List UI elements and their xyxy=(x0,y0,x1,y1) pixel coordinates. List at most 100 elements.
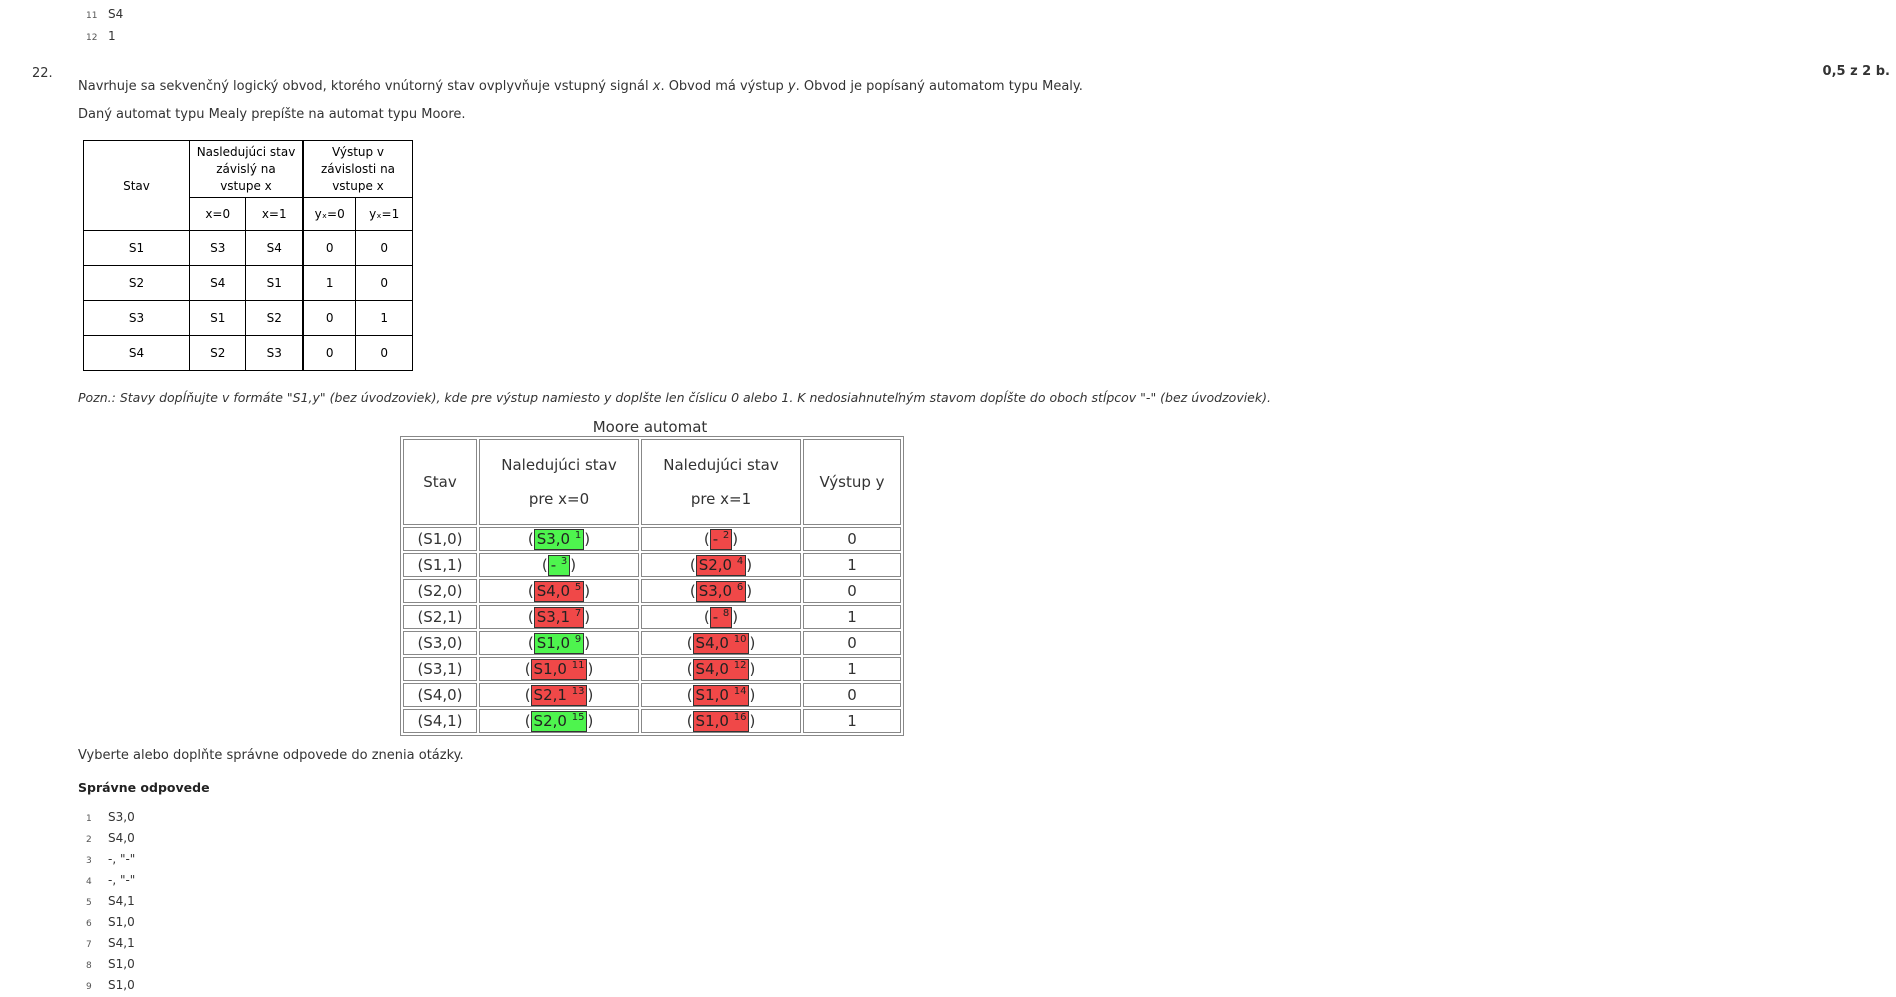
table-cell: S2 xyxy=(188,335,247,371)
answer-number: 9 xyxy=(86,982,92,992)
answer-field[interactable]: S1,0 14 xyxy=(692,685,750,706)
answer-field[interactable]: S1,0 9 xyxy=(533,633,585,654)
instruction-text: Vyberte alebo doplňte správne odpovede d… xyxy=(78,748,464,763)
table-cell: 1 xyxy=(355,300,413,336)
table-cell: S2 xyxy=(83,265,190,301)
answer-field[interactable]: S2,0 15 xyxy=(530,711,588,732)
answer-field[interactable]: - 3 xyxy=(547,555,571,576)
moore-state-cell: (S4,0) xyxy=(403,683,477,707)
moore-next-state-cell: (S2,0 15) xyxy=(479,709,639,733)
answer-field[interactable]: S2,1 13 xyxy=(530,685,588,706)
table-cell: 0 xyxy=(355,335,413,371)
answer-number: 7 xyxy=(86,940,92,950)
list-item: 1 S3,0 xyxy=(86,808,135,829)
question-text: Navrhuje sa sekvenčný logický obvod, kto… xyxy=(78,79,1083,94)
table-cell: S1 xyxy=(188,300,247,336)
moore-state-cell: (S2,1) xyxy=(403,605,477,629)
answer-index: 16 xyxy=(733,712,747,723)
moore-state-cell: (S2,0) xyxy=(403,579,477,603)
moore-next-state-cell: (S2,0 4) xyxy=(641,553,801,577)
moore-state-cell: (S4,1) xyxy=(403,709,477,733)
answer-index: 15 xyxy=(571,712,585,723)
answer-field[interactable]: S1,0 16 xyxy=(692,711,750,732)
table-row: (S3,0)(S1,0 9)(S4,0 10) 0 xyxy=(403,631,901,655)
table-row: S3 S1 S2 0 1 xyxy=(83,300,413,336)
table-cell: 1 xyxy=(302,265,357,301)
answer-number: 3 xyxy=(86,856,92,866)
table-row: (S2,0)(S4,0 5)(S3,0 6) 0 xyxy=(403,579,901,603)
answer-index: 7 xyxy=(574,608,582,619)
question-task: Daný automat typu Mealy prepíšte na auto… xyxy=(78,107,466,122)
answer-index: 11 xyxy=(571,660,585,671)
moore-state-cell: (S1,0) xyxy=(403,527,477,551)
moore-next-state-cell: (S3,0 6) xyxy=(641,579,801,603)
moore-next-state-cell: (S1,0 11) xyxy=(479,657,639,681)
table-cell: 0 xyxy=(302,230,357,266)
moore-state-cell: (S1,1) xyxy=(403,553,477,577)
answer-value: - xyxy=(712,608,719,626)
answer-field[interactable]: S3,0 6 xyxy=(695,581,747,602)
table-cell: S3 xyxy=(188,230,247,266)
mealy-header-output: Výstup v závislosti na vstupe x xyxy=(302,140,413,198)
answer-field[interactable]: - 2 xyxy=(709,529,733,550)
table-row: S1 S3 S4 0 0 xyxy=(83,230,413,266)
answer-value: -, "-" xyxy=(108,852,136,866)
answer-field[interactable]: - 8 xyxy=(709,607,733,628)
moore-next-state-cell: (S3,1 7) xyxy=(479,605,639,629)
table-cell: 0 xyxy=(302,335,357,371)
answer-value: S1,0 xyxy=(108,915,135,929)
table-row: S4 S2 S3 0 0 xyxy=(83,335,413,371)
moore-next-state-cell: (S1,0 9) xyxy=(479,631,639,655)
moore-next-state-cell: (S4,0 5) xyxy=(479,579,639,603)
answer-value: S4,0 xyxy=(108,831,135,845)
moore-next-state-cell: (- 2) xyxy=(641,527,801,551)
moore-next-state-cell: (- 8) xyxy=(641,605,801,629)
answer-index: 1 xyxy=(574,530,582,541)
answer-index: 6 xyxy=(736,582,744,593)
moore-next-state-cell: (S4,0 10) xyxy=(641,631,801,655)
answer-value: S4,0 xyxy=(695,634,729,652)
moore-output-cell: 0 xyxy=(803,631,901,655)
table-cell: S3 xyxy=(245,335,304,371)
moore-table: Stav Naledujúci stav pre x=0 Naledujúci s… xyxy=(400,436,904,736)
answer-field[interactable]: S3,1 7 xyxy=(533,607,585,628)
answer-number: 5 xyxy=(86,898,92,908)
table-cell: S3 xyxy=(83,300,190,336)
moore-output-cell: 0 xyxy=(803,527,901,551)
moore-next-state-cell: (S3,0 1) xyxy=(479,527,639,551)
table-cell: S4 xyxy=(83,335,190,371)
answer-value: S3,1 xyxy=(536,608,571,626)
moore-next-state-cell: (S2,1 13) xyxy=(479,683,639,707)
answer-field[interactable]: S2,0 4 xyxy=(695,555,747,576)
moore-table-caption: Moore automat xyxy=(592,418,708,436)
moore-header-x1: Naledujúci stav pre x=1 xyxy=(641,439,801,525)
answer-number: 6 xyxy=(86,919,92,929)
answer-value: - xyxy=(712,530,719,548)
answer-index: 12 xyxy=(733,660,747,671)
mealy-table: Stav Nasledujúci stav závislý na vstupe … xyxy=(83,140,413,371)
mealy-header-y1: yₓ=1 xyxy=(355,197,413,231)
table-cell: 0 xyxy=(302,300,357,336)
answer-index: 10 xyxy=(733,634,747,645)
answer-value: -, "-" xyxy=(108,873,136,887)
answer-value: S2,0 xyxy=(533,712,567,730)
answer-index: 8 xyxy=(722,608,730,619)
answer-field[interactable]: S4,0 12 xyxy=(692,659,750,680)
moore-state-cell: (S3,1) xyxy=(403,657,477,681)
answer-number: 11 xyxy=(86,11,98,21)
list-item: 2 S4,0 xyxy=(86,829,135,850)
answer-field[interactable]: S4,0 10 xyxy=(692,633,750,654)
table-cell: S1 xyxy=(83,230,190,266)
answer-index: 3 xyxy=(560,556,568,567)
correct-answer-list: 1 S3,0 2 S4,0 3 -, "-" 4 -, "-" 5 S4,1 6 S1,0 7 S4,1 8… xyxy=(86,808,135,997)
answer-value: S2,1 xyxy=(533,686,567,704)
answer-field[interactable]: S3,0 1 xyxy=(533,529,585,550)
answer-field[interactable]: S4,0 5 xyxy=(533,581,585,602)
answer-field[interactable]: S1,0 11 xyxy=(530,659,588,680)
answer-value: S1,0 xyxy=(533,660,567,678)
table-row: (S1,0)(S3,0 1)(- 2) 0 xyxy=(403,527,901,551)
table-row: (S3,1)(S1,0 11)(S4,0 12) 1 xyxy=(403,657,901,681)
list-item: 6 S1,0 xyxy=(86,913,135,934)
answer-value: S4,0 xyxy=(536,582,571,600)
moore-next-state-cell: (S1,0 16) xyxy=(641,709,801,733)
